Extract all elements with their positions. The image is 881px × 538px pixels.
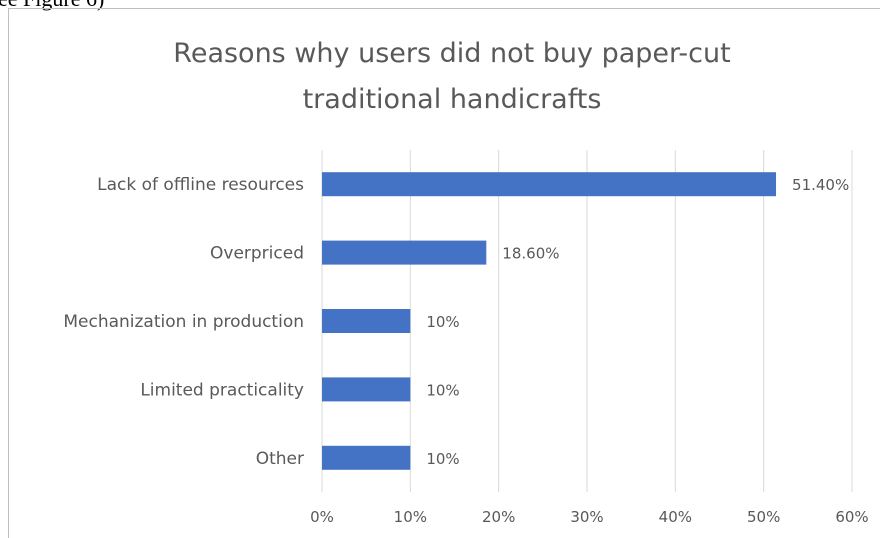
chart-title-line-2: traditional handicrafts [303, 84, 602, 115]
chart-frame [8, 8, 880, 538]
data-label: 51.40% [792, 176, 849, 194]
x-tick-label: 20% [482, 508, 515, 526]
bar [322, 240, 487, 265]
bars [322, 172, 777, 470]
data-label: 10% [426, 450, 459, 468]
category-label: Lack of offline resources [97, 175, 304, 195]
data-label: 10% [426, 381, 459, 399]
caption-fragment: ee Figure 6) [0, 0, 104, 12]
category-label: Limited practicality [140, 380, 304, 400]
x-tick-label: 10% [394, 508, 427, 526]
labels: 0% 10% 20% 30% 40% 50% 60% Lack of offline reso… [63, 175, 868, 526]
category-label: Overpriced [210, 244, 304, 264]
bar [322, 172, 777, 197]
x-tick-label: 0% [310, 508, 334, 526]
category-label: Other [256, 449, 304, 469]
data-label: 10% [426, 313, 459, 331]
x-tick-label: 50% [747, 508, 780, 526]
bar [322, 309, 411, 333]
category-label: Mechanization in production [63, 312, 304, 332]
x-tick-label: 60% [835, 508, 868, 526]
bar [322, 445, 411, 470]
data-label: 18.60% [502, 245, 559, 263]
x-tick-label: 30% [570, 508, 603, 526]
bar [322, 377, 411, 402]
chart-title-line-1: Reasons why users did not buy paper-cut [173, 38, 730, 69]
x-tick-label: 40% [659, 508, 692, 526]
